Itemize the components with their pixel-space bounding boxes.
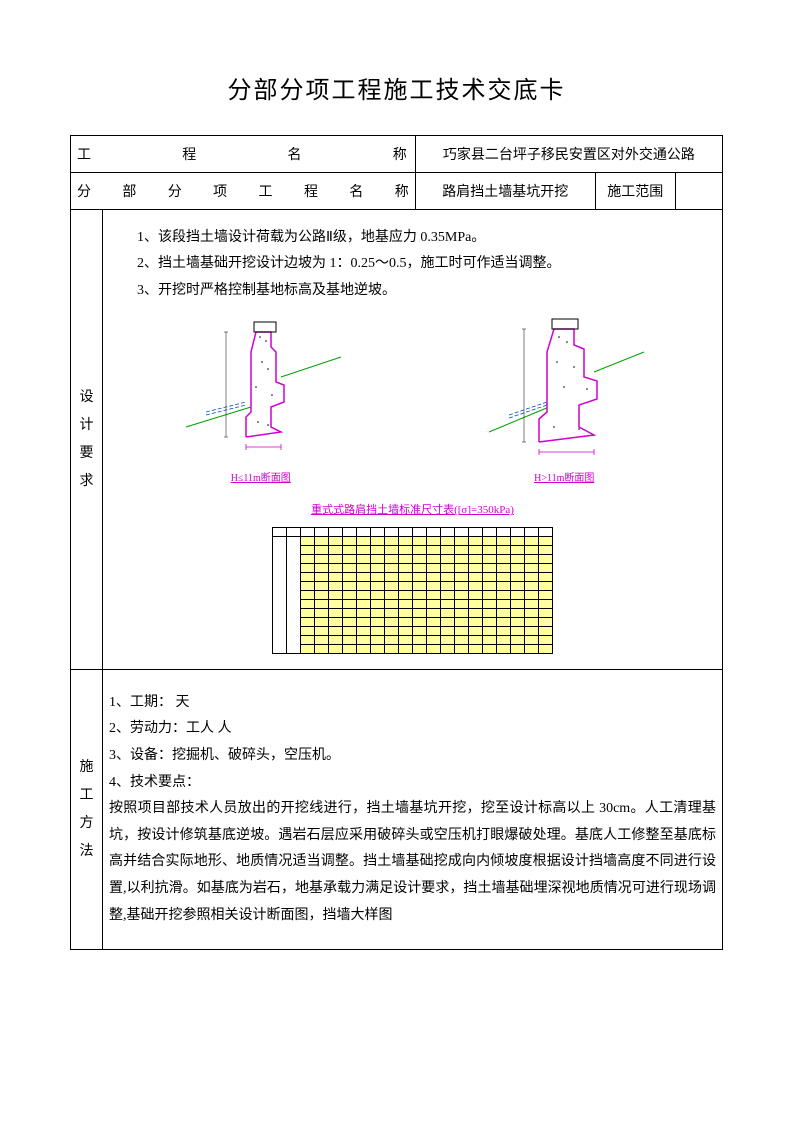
design-line-2: 2、挡土墙基础开挖设计边坡为 1：0.25～0.5，施工时可作适当调整。 bbox=[109, 251, 716, 278]
method-line-4: 4、技术要点： bbox=[109, 770, 716, 797]
figure-2: H>11m断面图 bbox=[479, 307, 649, 488]
method-line-1: 1、工期： 天 bbox=[109, 690, 716, 717]
method-line-2: 2、劳动力：工人 人 bbox=[109, 716, 716, 743]
figure-1-caption: H≤11m断面图 bbox=[176, 469, 346, 488]
page-title: 分部分项工程施工技术交底卡 bbox=[70, 70, 723, 105]
figure-2-caption: H>11m断面图 bbox=[479, 469, 649, 488]
data-table-title: 重式式路肩挡土墙标准尺寸表([σ]=350kPa) bbox=[109, 500, 716, 521]
value-project-name: 巧家县二台坪子移民安置区对外交通公路 bbox=[415, 136, 722, 173]
cross-section-diagram-1 bbox=[176, 307, 346, 467]
main-table: 工 程 名 称 巧家县二台坪子移民安置区对外交通公路 分部分项工程名称 路肩挡土… bbox=[70, 135, 723, 950]
figure-1: H≤11m断面图 bbox=[176, 307, 346, 488]
method-content: 1、工期： 天 2、劳动力：工人 人 3、设备：挖掘机、破碎头，空压机。 4、技… bbox=[103, 670, 723, 950]
label-scope: 施工范围 bbox=[595, 173, 675, 210]
design-line-1: 1、该段挡土墙设计荷载为公路Ⅱ级，地基应力 0.35MPa。 bbox=[109, 225, 716, 252]
dimension-data-table bbox=[272, 527, 553, 654]
label-subproject: 分部分项工程名称 bbox=[71, 173, 416, 210]
method-paragraph: 按照项目部技术人员放出的开挖线进行，挡土墙基坑开挖，挖至设计标高以上 30cm。… bbox=[109, 796, 716, 929]
design-side-label: 设计要求 bbox=[71, 210, 103, 670]
value-subproject: 路肩挡土墙基坑开挖 bbox=[415, 173, 595, 210]
label-project-name: 工 程 名 称 bbox=[71, 136, 416, 173]
method-side-label: 施工方法 bbox=[71, 670, 103, 950]
design-line-3: 3、开挖时严格控制基地标高及基地逆坡。 bbox=[109, 278, 716, 305]
cross-section-diagram-2 bbox=[479, 307, 649, 467]
design-content: 1、该段挡土墙设计荷载为公路Ⅱ级，地基应力 0.35MPa。 2、挡土墙基础开挖… bbox=[103, 210, 723, 670]
method-line-3: 3、设备：挖掘机、破碎头，空压机。 bbox=[109, 743, 716, 770]
value-scope bbox=[675, 173, 722, 210]
